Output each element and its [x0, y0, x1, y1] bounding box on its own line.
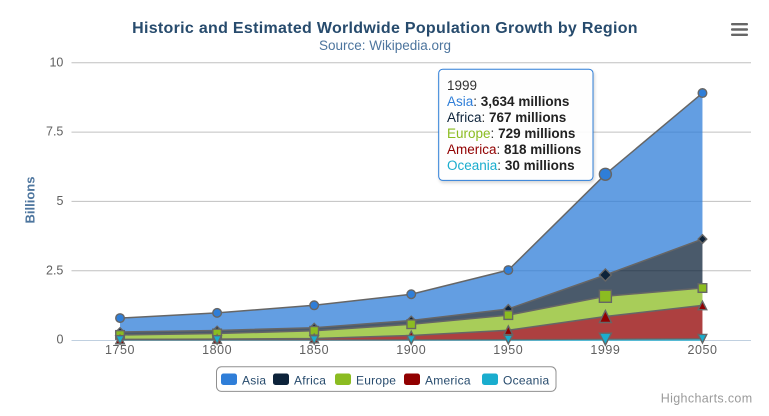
svg-text:Billions: Billions — [23, 177, 38, 224]
svg-text:Africa: Africa — [294, 373, 326, 387]
svg-text:7.5: 7.5 — [46, 125, 63, 139]
svg-text:America: 818 millions: America: 818 millions — [447, 142, 581, 157]
svg-text:America: America — [425, 373, 471, 387]
svg-text:1900: 1900 — [396, 343, 426, 357]
svg-text:Asia: Asia — [242, 373, 266, 387]
svg-text:Europe: Europe — [356, 373, 396, 387]
svg-text:2.5: 2.5 — [46, 263, 63, 277]
svg-text:Europe: 729 millions: Europe: 729 millions — [447, 126, 575, 141]
svg-text:1999: 1999 — [447, 78, 477, 93]
svg-text:5: 5 — [56, 194, 63, 208]
svg-text:1950: 1950 — [493, 343, 523, 357]
svg-text:10: 10 — [49, 55, 63, 69]
svg-text:0: 0 — [56, 333, 63, 347]
svg-text:Africa: 767 millions: Africa: 767 millions — [447, 110, 566, 125]
svg-text:Oceania: 30 millions: Oceania: 30 millions — [447, 158, 575, 173]
svg-text:Oceania: Oceania — [503, 373, 550, 387]
svg-text:1850: 1850 — [299, 343, 329, 357]
svg-text:1800: 1800 — [202, 343, 232, 357]
svg-text:Highcharts.com: Highcharts.com — [661, 391, 753, 405]
svg-text:Asia: 3,634 millions: Asia: 3,634 millions — [447, 94, 569, 109]
svg-text:2050: 2050 — [687, 343, 717, 357]
svg-text:Source: Wikipedia.org: Source: Wikipedia.org — [319, 38, 451, 53]
svg-text:1750: 1750 — [105, 343, 135, 357]
svg-text:Historic and Estimated Worldwi: Historic and Estimated Worldwide Populat… — [132, 20, 638, 37]
svg-text:1999: 1999 — [590, 343, 620, 357]
